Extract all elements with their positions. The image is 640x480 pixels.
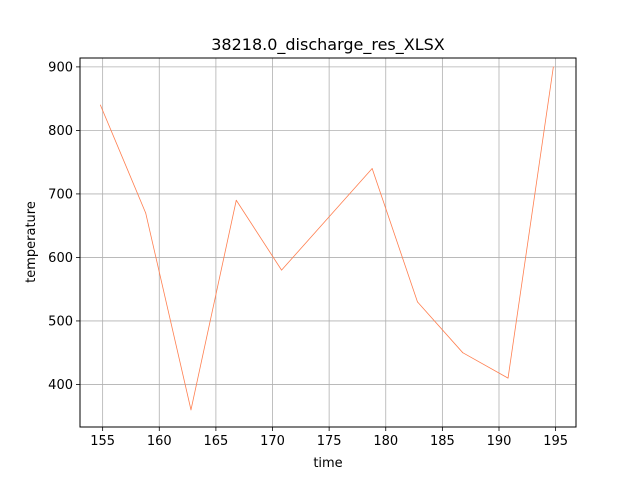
chart-title: 38218.0_discharge_res_XLSX bbox=[211, 35, 445, 55]
y-tick-label: 700 bbox=[48, 187, 73, 202]
plot-frame bbox=[79, 57, 577, 428]
y-tick-label: 900 bbox=[48, 60, 73, 75]
data-point bbox=[417, 301, 418, 303]
data-point bbox=[190, 409, 192, 411]
x-tick-label: 185 bbox=[430, 434, 455, 449]
data-point bbox=[371, 168, 373, 169]
series-line bbox=[100, 66, 554, 411]
x-tick-label: 160 bbox=[147, 434, 172, 449]
data-point bbox=[99, 104, 101, 106]
data-point bbox=[235, 199, 237, 201]
grid bbox=[80, 58, 576, 427]
data-point bbox=[281, 269, 282, 271]
x-tick-label: 195 bbox=[543, 434, 568, 449]
x-tick-label: 175 bbox=[317, 434, 342, 449]
y-tick-label: 600 bbox=[48, 251, 73, 266]
data-point bbox=[552, 66, 554, 68]
x-axis: 155 160 165 170 175 180 185 190 195 bbox=[90, 427, 568, 449]
data-point bbox=[145, 212, 147, 214]
y-axis: 400 500 600 700 800 900 bbox=[48, 60, 80, 393]
y-tick-label: 800 bbox=[48, 124, 73, 139]
x-tick-label: 170 bbox=[260, 434, 285, 449]
data-point bbox=[462, 352, 464, 354]
x-tick-label: 190 bbox=[487, 434, 512, 449]
series-layer bbox=[99, 66, 554, 411]
x-tick-label: 180 bbox=[373, 434, 398, 449]
data-point bbox=[507, 377, 509, 379]
x-axis-label: time bbox=[313, 456, 342, 471]
y-tick-label: 400 bbox=[48, 378, 73, 393]
x-tick-label: 155 bbox=[90, 434, 115, 449]
y-tick-label: 500 bbox=[48, 314, 73, 329]
y-axis-label: temperature bbox=[24, 201, 39, 283]
x-tick-label: 165 bbox=[203, 434, 228, 449]
